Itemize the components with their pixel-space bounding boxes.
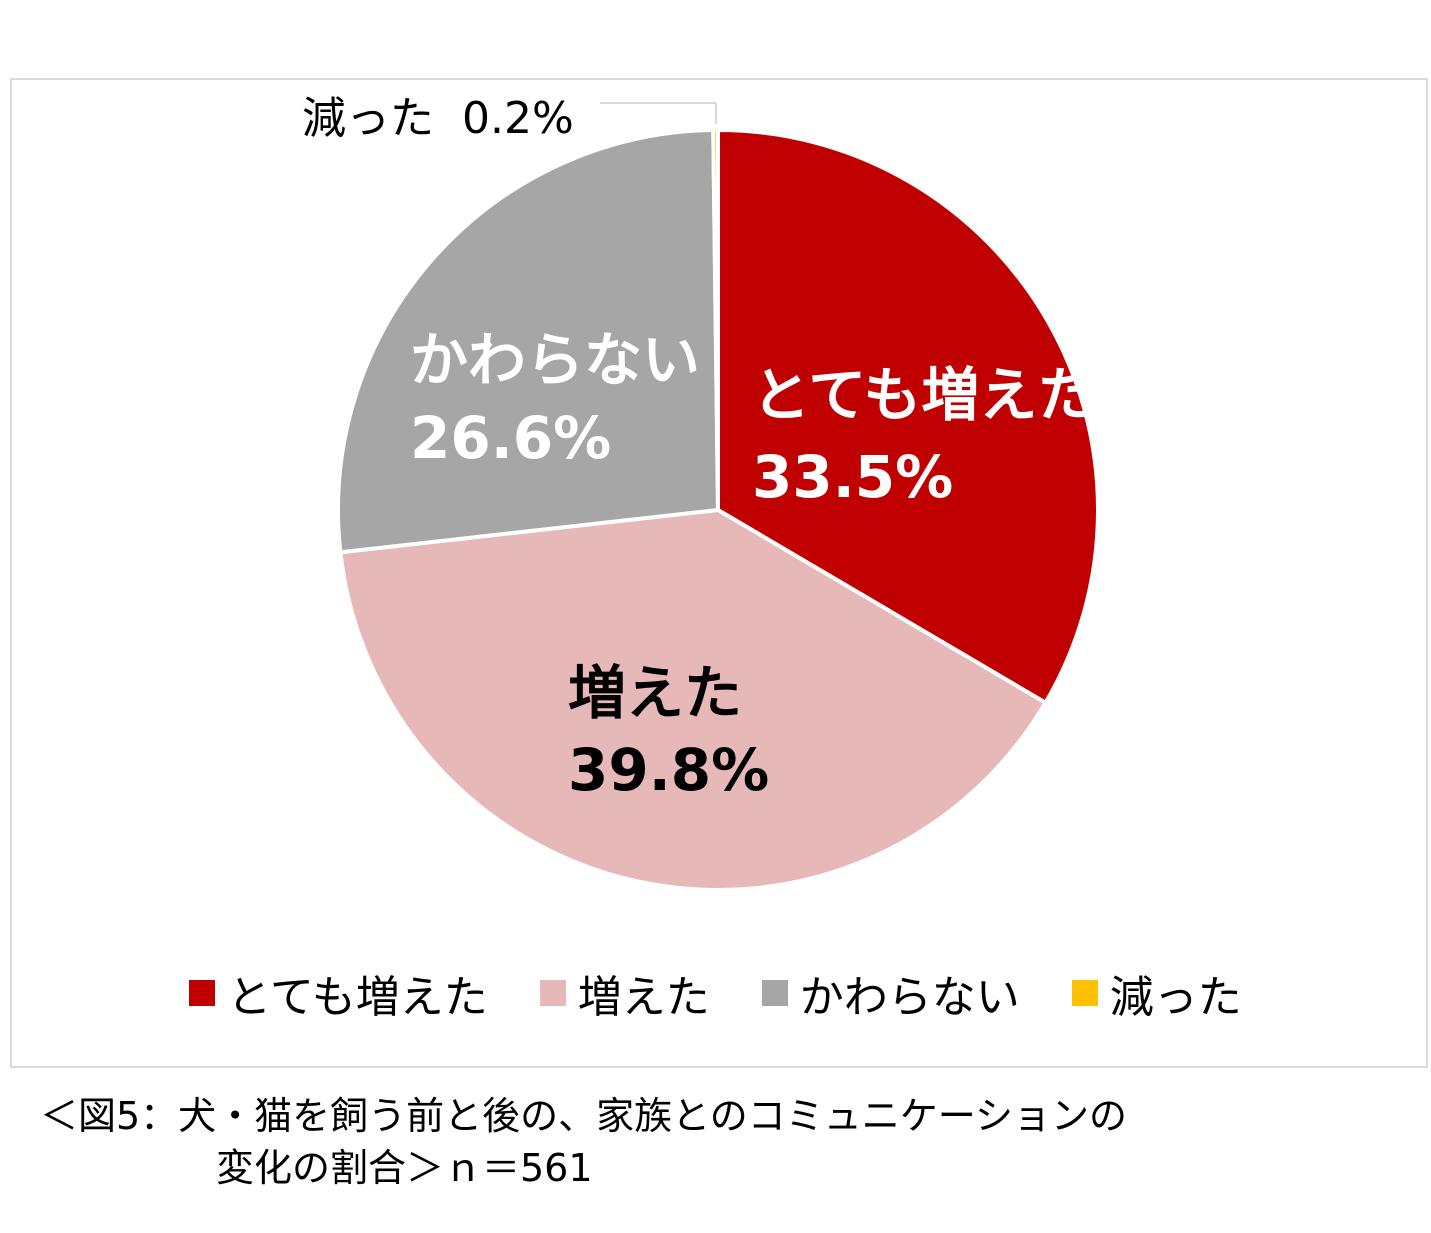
legend-swatch	[189, 980, 216, 1006]
data-label-value: 0.2%	[462, 93, 574, 144]
data-label-category: とても増えた	[752, 361, 1095, 429]
legend-label: 減った	[1109, 972, 1242, 1023]
pie-slice	[336, 128, 721, 555]
caption-line-1: ＜図5：犬・猫を飼う前と後の、家族とのコミュニケーションの	[40, 1094, 1128, 1138]
pie-slice	[716, 127, 1100, 706]
data-label-category: 減った	[302, 93, 434, 144]
legend-item: とても増えた	[189, 961, 488, 1025]
pie-slice	[711, 127, 720, 511]
legend-item: 減った	[1071, 961, 1242, 1025]
legend-label: とても増えた	[227, 972, 488, 1023]
data-label-value: 26.6%	[410, 404, 611, 472]
legend-item: 増えた	[539, 961, 710, 1025]
legend-swatch	[539, 980, 566, 1006]
legend-label: かわらない	[799, 972, 1020, 1023]
data-label: 減った 0.2%	[302, 93, 574, 144]
data-label-value: 33.5%	[752, 443, 953, 511]
legend-swatch	[761, 980, 788, 1006]
data-label-category: 増えた	[568, 659, 742, 727]
legend-label: 増えた	[577, 972, 710, 1023]
legend-swatch	[1071, 980, 1098, 1006]
legend-item: かわらない	[761, 961, 1020, 1025]
figure-caption: ＜図5：犬・猫を飼う前と後の、家族とのコミュニケーションの 変化の割合＞ｎ＝56…	[40, 1090, 1127, 1194]
data-label-category: かわらない	[410, 326, 700, 394]
legend: とても増えた 増えた かわらない 減った	[0, 965, 1431, 1023]
caption-line-2: 変化の割合＞ｎ＝561	[216, 1146, 593, 1190]
pie-slice	[338, 507, 1049, 892]
data-label-value: 39.8%	[568, 736, 769, 804]
